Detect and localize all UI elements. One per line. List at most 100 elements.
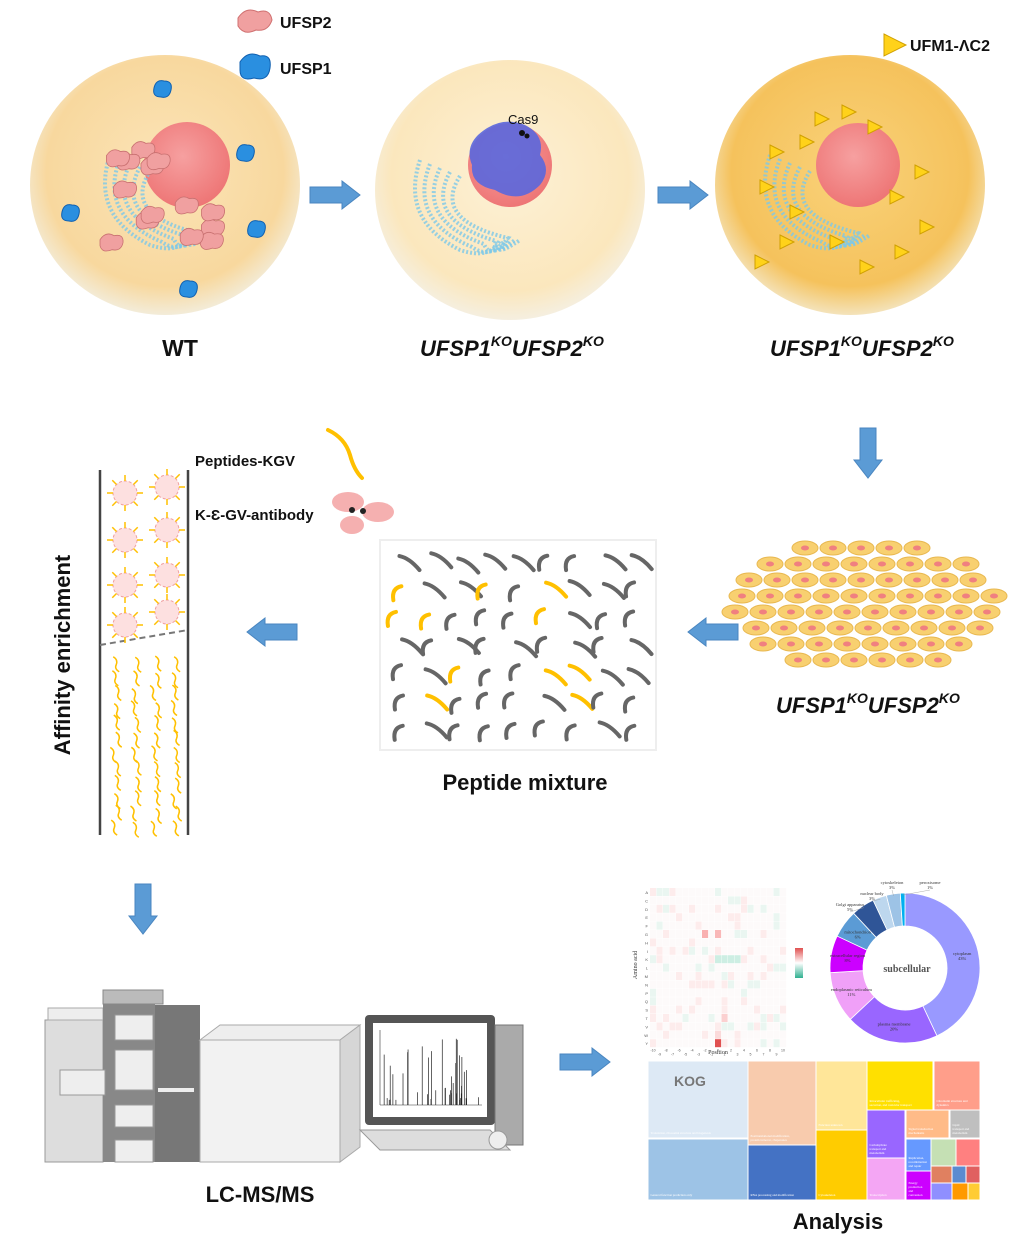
heatmap-cell — [760, 1030, 767, 1039]
peptide — [174, 761, 182, 779]
heatmap-cell — [780, 888, 787, 896]
heatmap-cell — [656, 955, 663, 964]
bound-peptide — [111, 611, 118, 618]
ko-label-3: UFSP1KOUFSP2KO — [776, 690, 960, 718]
donut-slice-label: plasma membrane 20% — [878, 1021, 911, 1031]
heatmap-cell — [741, 1014, 748, 1022]
treemap-cell — [951, 1165, 967, 1184]
heatmap-cell — [695, 921, 702, 930]
heatmap-col-label: 10 — [781, 1049, 785, 1053]
legend-ufsp2: UFSP2 — [237, 9, 332, 33]
ufsp1-protein — [153, 80, 172, 98]
heatmap-cell — [656, 913, 663, 922]
heatmap-cell — [663, 1005, 670, 1014]
heatmap-cell — [754, 1005, 761, 1014]
heatmap-cell — [650, 921, 657, 930]
cell-nucleus — [787, 641, 795, 647]
heatmap-cell — [695, 896, 702, 905]
heatmap-cell — [708, 997, 715, 1006]
lcms-label: LC-MS/MS — [206, 1182, 315, 1207]
heatmap-row-label: Q — [645, 999, 648, 1004]
peptide — [113, 714, 121, 731]
heatmap-cell — [728, 997, 735, 1006]
treemap-cell — [905, 1138, 932, 1172]
peptide — [114, 774, 122, 792]
heatmap-cell — [780, 980, 787, 989]
heatmap-cell — [702, 963, 709, 972]
bound-peptide — [174, 494, 181, 501]
heatmap-cell — [676, 888, 683, 896]
arrow-down — [852, 427, 884, 479]
ufsp2-protein — [140, 205, 165, 224]
heatmap-cell — [747, 904, 754, 913]
peptide — [155, 702, 163, 719]
heatmap-cell — [773, 988, 780, 997]
heatmap-cell — [676, 938, 683, 947]
heatmap-cell — [656, 888, 663, 896]
heatmap-cell — [767, 1039, 774, 1048]
heatmap-cell — [715, 980, 722, 989]
heatmap-cell — [734, 896, 741, 905]
heatmap-cell — [773, 1022, 780, 1031]
heatmap-cell — [741, 997, 748, 1006]
heatmap-cell — [741, 963, 748, 972]
peptide — [626, 667, 651, 686]
bound-peptide — [111, 592, 118, 599]
heatmap-cell — [682, 913, 689, 922]
peptide — [447, 665, 461, 684]
heatmap-cell — [682, 1005, 689, 1014]
peptide — [501, 611, 514, 630]
heatmap-col-label: 6 — [756, 1049, 758, 1053]
donut-center-label: subcellular — [883, 964, 931, 975]
cell-nucleus — [948, 625, 956, 631]
cell-nucleus — [738, 593, 746, 599]
heatmap-cell — [650, 938, 657, 947]
cell-nucleus — [962, 593, 970, 599]
cell-nucleus — [822, 561, 830, 567]
peptide — [544, 580, 569, 599]
peptide — [601, 581, 626, 600]
cell-nucleus — [927, 641, 935, 647]
heatmap-cell — [689, 913, 696, 922]
heatmap-row-label: M — [645, 974, 648, 979]
heatmap-cell — [669, 1039, 676, 1048]
heatmap-cell — [650, 888, 657, 896]
arrow-left — [687, 616, 739, 648]
heatmap-cell — [656, 1030, 663, 1039]
donut-slice-label: Golgi apparatus 5% — [836, 902, 865, 912]
cell-nucleus — [955, 641, 963, 647]
heatmap-cell — [689, 988, 696, 997]
cell-nucleus — [780, 625, 788, 631]
ufm1-triangles — [754, 104, 936, 275]
heatmap-cell — [773, 921, 780, 930]
bound-peptide — [111, 500, 118, 507]
svg-text:UFSP1KOUFSP2KO: UFSP1KOUFSP2KO — [770, 333, 954, 361]
heatmap-cell — [702, 904, 709, 913]
cell-nucleus — [794, 561, 802, 567]
bound-peptide — [132, 547, 139, 554]
heatmap-cell — [754, 1014, 761, 1022]
ko-cell-cas9: Cas9 — [375, 60, 645, 320]
bound-peptide — [132, 526, 139, 533]
heatmap-cell — [715, 988, 722, 997]
peptide — [114, 684, 122, 702]
heatmap-cell — [676, 955, 683, 964]
heatmap-cell — [715, 896, 722, 905]
cell-nucleus — [857, 545, 865, 551]
legend-ufm1: UFM1-ΛC2 — [883, 33, 990, 57]
heatmap-cell — [708, 988, 715, 997]
heatmap-cell — [715, 930, 722, 938]
heatmap-row-label: P — [645, 991, 648, 996]
bound-peptide — [111, 479, 118, 486]
heatmap-cell — [780, 997, 787, 1006]
cell-nucleus — [822, 593, 830, 599]
heatmap-cell — [708, 963, 715, 972]
heatmap-cell — [780, 896, 787, 905]
heatmap-cell — [767, 904, 774, 913]
heatmap-cell — [773, 1005, 780, 1014]
peptide — [130, 746, 138, 763]
cell-nucleus — [878, 561, 886, 567]
heatmap-cell — [695, 946, 702, 955]
cell-nucleus — [871, 609, 879, 615]
heatmap-cell — [760, 988, 767, 997]
